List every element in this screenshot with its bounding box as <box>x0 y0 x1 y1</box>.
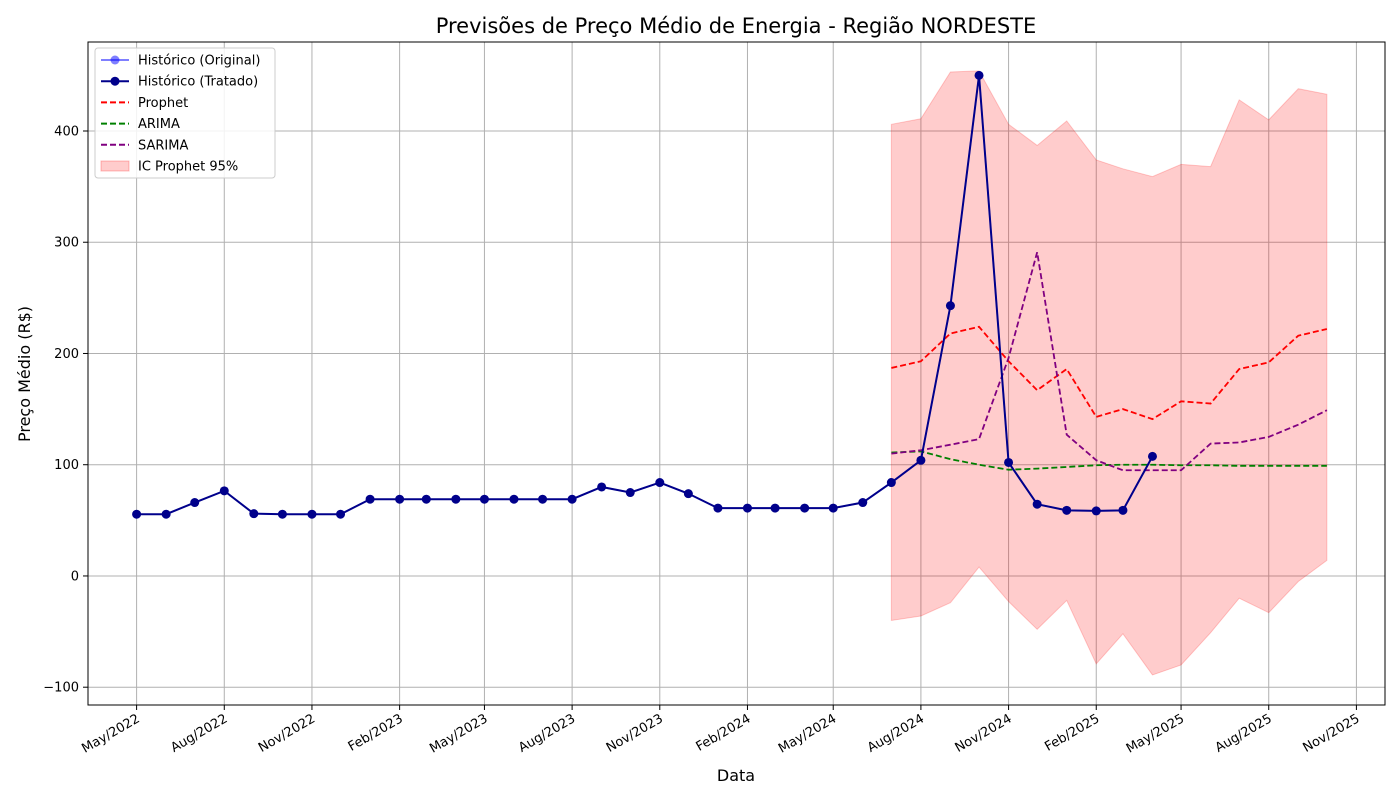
data-point <box>538 494 548 504</box>
data-point <box>916 455 926 465</box>
legend-box <box>94 47 276 179</box>
y-tick-label: −100 <box>43 681 79 696</box>
data-point <box>597 482 607 492</box>
data-point <box>219 486 229 496</box>
y-tick-label: 100 <box>54 458 79 473</box>
data-point <box>858 498 868 508</box>
data-point <box>1118 505 1128 515</box>
data-point <box>683 489 693 499</box>
data-point <box>1004 457 1014 467</box>
data-point <box>770 503 780 513</box>
data-point <box>249 509 259 519</box>
y-tick-label: 400 <box>54 124 79 139</box>
confidence-band-layer <box>890 70 1328 676</box>
data-point <box>1032 499 1042 509</box>
legend-label: Histórico (Tratado) <box>138 75 258 90</box>
data-point <box>395 494 405 504</box>
legend-entry: Prophet <box>101 96 188 111</box>
series-line-sarima <box>891 252 1328 472</box>
legend-entry: SARIMA <box>101 138 188 153</box>
data-point <box>713 503 723 513</box>
legend-label: Histórico (Original) <box>138 54 260 69</box>
x-axis-label: Data <box>717 766 755 785</box>
prophet-confidence-band <box>890 70 1328 676</box>
plot-frame <box>87 41 1386 706</box>
legend-label: IC Prophet 95% <box>138 160 238 175</box>
data-point <box>1062 505 1072 515</box>
legend: Histórico (Original) Histórico (Tratado) P… <box>94 47 276 179</box>
data-point <box>365 494 375 504</box>
data-point <box>509 494 519 504</box>
data-point <box>336 509 346 519</box>
legend-label: Prophet <box>138 96 188 111</box>
legend-entry: Histórico (Original) <box>101 54 260 69</box>
data-point <box>479 494 489 504</box>
chart-title: Previsões de Preço Médio de Energia - Re… <box>436 14 1037 38</box>
legend-swatch <box>100 160 130 172</box>
data-point <box>974 70 984 80</box>
data-point <box>567 494 577 504</box>
data-point <box>277 509 287 519</box>
series-prophet <box>891 325 1328 421</box>
legend-entry: IC Prophet 95% <box>100 160 238 175</box>
legend-entry: ARIMA <box>101 117 180 132</box>
y-tick-label: 200 <box>54 347 79 362</box>
data-point <box>161 509 171 519</box>
data-point <box>625 488 635 498</box>
series-line-prophet <box>891 325 1328 421</box>
series-line-historico-tratado <box>136 75 1154 516</box>
data-point <box>451 494 461 504</box>
data-point <box>132 509 142 519</box>
legend-marker <box>110 76 120 86</box>
y-tick-label: 0 <box>71 569 79 584</box>
data-point <box>190 498 200 508</box>
data-point <box>945 301 955 311</box>
y-tick-label: 300 <box>54 236 79 251</box>
legend-label: SARIMA <box>138 138 188 153</box>
y-axis-label: Preço Médio (R$) <box>15 306 34 442</box>
legend-entry: Histórico (Tratado) <box>101 75 258 90</box>
data-point <box>655 478 665 488</box>
legend-label: ARIMA <box>138 117 180 132</box>
data-point <box>1147 451 1157 461</box>
data-point <box>828 503 838 513</box>
legend-marker <box>110 55 120 65</box>
data-point <box>1091 506 1101 516</box>
series-sarima <box>891 252 1328 472</box>
series-layer <box>132 70 1328 519</box>
data-point <box>886 478 896 488</box>
grid-layer <box>88 42 1385 705</box>
series-historico-tratado <box>132 70 1157 519</box>
data-point <box>800 503 810 513</box>
data-point <box>421 494 431 504</box>
data-point <box>742 503 752 513</box>
data-point <box>307 509 317 519</box>
